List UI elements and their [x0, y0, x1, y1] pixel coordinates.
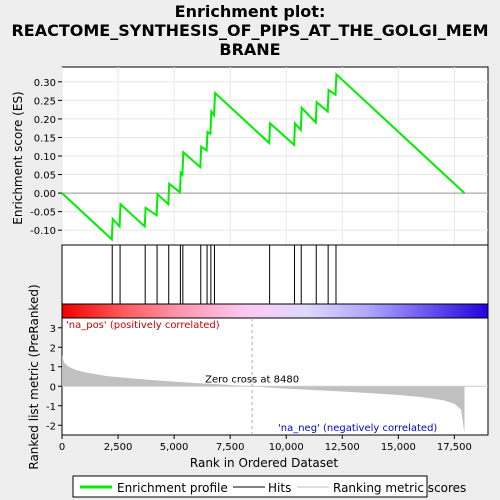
- es-ytick-label-5: 0.15: [34, 133, 56, 144]
- pos-label: 'na_pos' (positively correlated): [66, 320, 220, 331]
- es-ylabel: Enrichment score (ES): [11, 91, 25, 224]
- es-ytick-label-8: 0.30: [34, 78, 56, 89]
- title-line-1: Enrichment plot:: [174, 2, 326, 21]
- x-tick-label-3: 7,500: [216, 442, 245, 453]
- metric-ytick-label-3: 1: [50, 363, 56, 374]
- x-axis-label: Rank in Ordered Dataset: [190, 456, 338, 470]
- title-line-3: BRANE: [219, 40, 281, 59]
- x-tick-label-6: 15,000: [381, 442, 416, 453]
- es-ytick-label-3: 0.05: [34, 171, 56, 182]
- es-ytick-label-0: -0.10: [30, 226, 56, 237]
- x-tick-label-0: 0: [59, 442, 65, 453]
- x-tick-label-4: 10,000: [269, 442, 304, 453]
- metric-ytick-label-0: -2: [46, 421, 56, 432]
- metric-ytick-label-5: 3: [50, 324, 56, 335]
- legend-label-hits: Hits: [268, 481, 291, 495]
- chart-title: Enrichment plot: REACTOME_SYNTHESIS_OF_P…: [0, 2, 500, 59]
- es-ytick-label-7: 0.25: [34, 96, 56, 107]
- enrichment-profile-line: [61, 72, 466, 242]
- zero-cross-label: Zero cross at 8480: [205, 374, 299, 385]
- metric-ytick-label-1: -1: [46, 402, 56, 413]
- x-tick-label-5: 12,500: [325, 442, 360, 453]
- x-tick-label-7: 17,500: [437, 442, 472, 453]
- es-ytick-label-6: 0.20: [34, 115, 56, 126]
- legend: Enrichment profile Hits Ranking metric s…: [72, 475, 466, 498]
- title-line-2: REACTOME_SYNTHESIS_OF_PIPS_AT_THE_GOLGI_…: [11, 21, 489, 40]
- es-ytick-label-2: 0.00: [34, 189, 56, 200]
- neg-label: 'na_neg' (negatively correlated): [278, 423, 437, 434]
- legend-label-metric: Ranking metric scores: [333, 481, 466, 495]
- hits-panel: [61, 244, 489, 305]
- es-ytick-label-4: 0.10: [34, 152, 56, 163]
- x-tick-label-2: 5,000: [160, 442, 189, 453]
- x-tick-label-1: 2,500: [104, 442, 133, 453]
- metric-ytick-label-4: 2: [50, 343, 56, 354]
- es-ytick-label-1: -0.05: [30, 208, 56, 219]
- rank-colorbar: [61, 303, 489, 319]
- metric-ylabel: Ranked list metric (PreRanked): [27, 284, 41, 469]
- metric-panel: [61, 317, 489, 436]
- metric-ytick-label-2: 0: [50, 382, 56, 393]
- legend-label-enrichment: Enrichment profile: [117, 481, 228, 495]
